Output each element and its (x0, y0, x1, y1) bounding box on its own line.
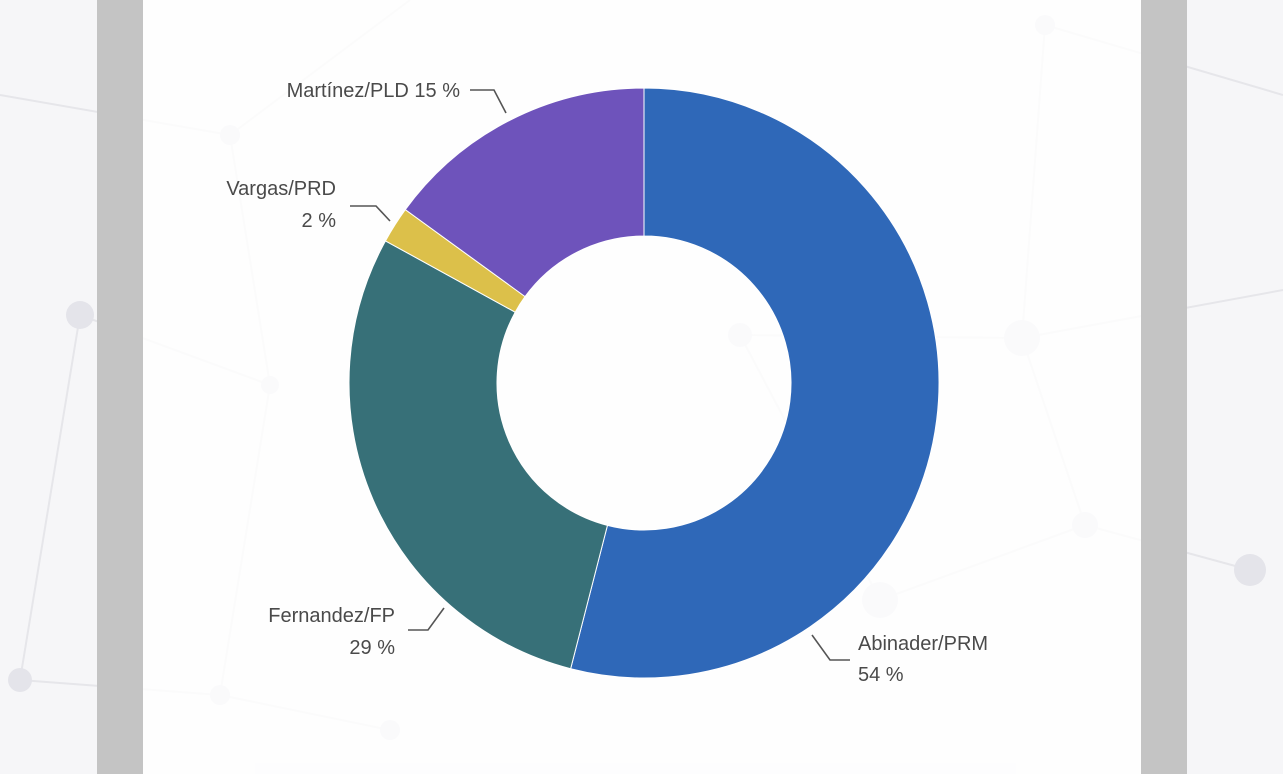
slice-value-label: 29 % (349, 637, 395, 659)
leader-lines (350, 89, 850, 661)
slice-value-label: 54 % (858, 664, 904, 686)
donut-slices (348, 87, 940, 679)
slice-value-label: 2 % (302, 210, 337, 232)
leader-line-2 (350, 205, 391, 222)
slice-labels: Abinader/PRM 54 % Fernandez/FP 29 % Vargas/P… (226, 80, 988, 686)
slice-abinader-prm[interactable] (570, 87, 940, 679)
slice-label: Abinader/PRM (858, 633, 988, 655)
leader-line-0 (811, 634, 850, 661)
slice-fernandez-fp[interactable] (348, 240, 609, 670)
leader-line-1 (408, 607, 445, 631)
slice-label: Martínez/PLD 15 % (287, 80, 461, 102)
slice-label: Fernandez/FP (268, 605, 395, 627)
left-side-bar (97, 0, 143, 774)
right-side-bar (1141, 0, 1187, 774)
slice-label: Vargas/PRD (226, 178, 336, 200)
leader-line-3 (470, 89, 507, 114)
slice-mart-nez-pld[interactable] (404, 87, 645, 298)
